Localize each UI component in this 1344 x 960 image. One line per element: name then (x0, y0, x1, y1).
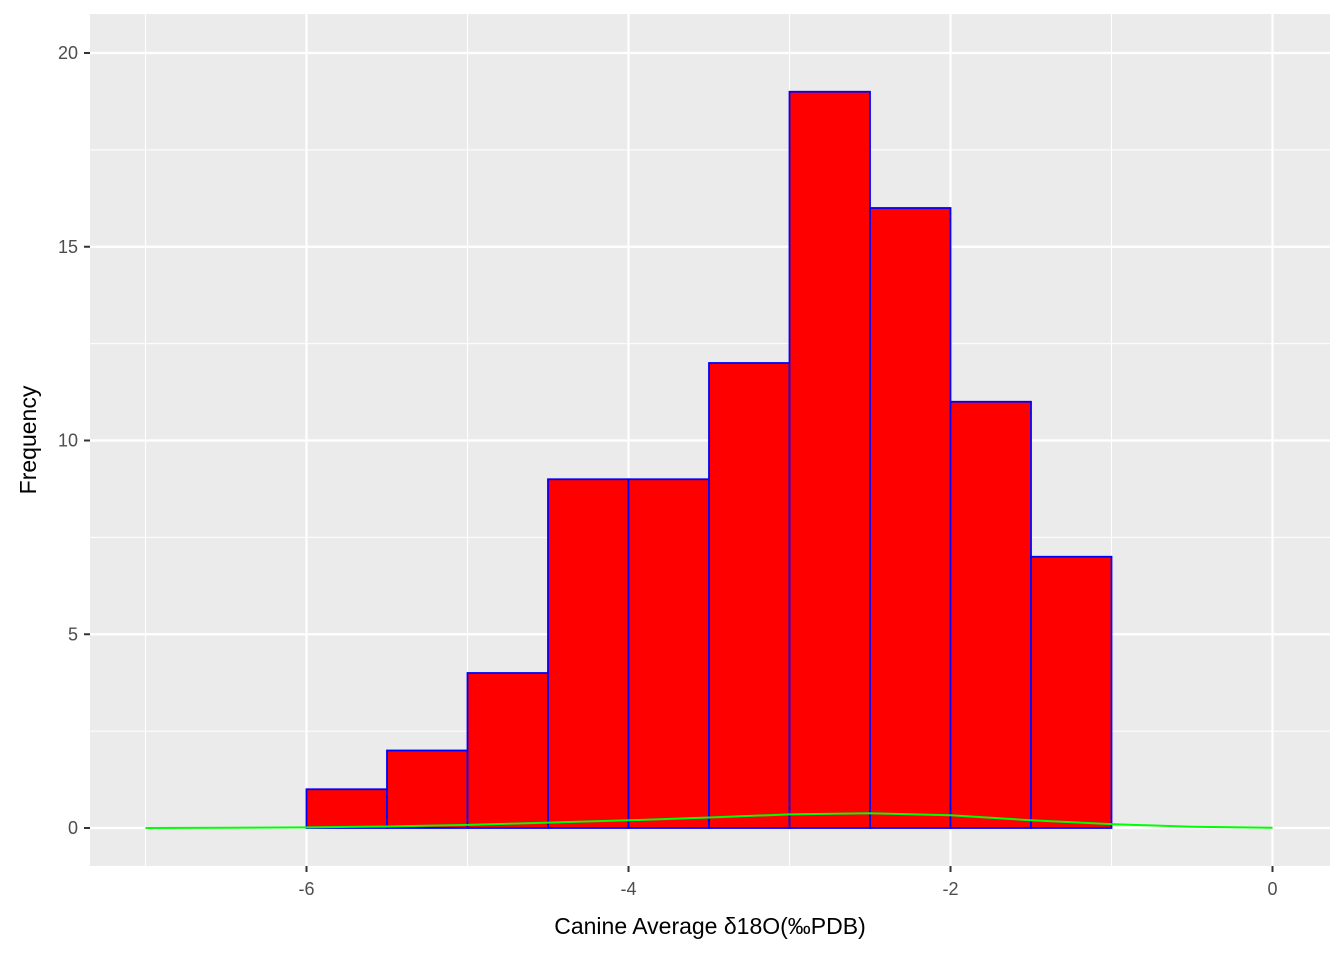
x-axis-ticks: -6 -4 -2 0 (298, 866, 1278, 899)
y-tick-label: 15 (58, 237, 78, 257)
histogram-bar (466, 672, 549, 829)
y-axis-title: Frequency (15, 385, 41, 494)
histogram-bars (305, 90, 1113, 829)
x-tick-label: -4 (620, 879, 636, 899)
histogram-bar (788, 90, 871, 829)
y-tick-label: 20 (58, 43, 78, 63)
histogram-bar (547, 478, 630, 829)
histogram-bar (386, 749, 469, 829)
density-curve (145, 812, 1273, 829)
y-tick-label: 10 (58, 431, 78, 451)
histogram-bar (708, 362, 791, 829)
y-tick-label: 0 (68, 818, 78, 838)
histogram-bar (627, 478, 710, 829)
histogram-bar (1030, 555, 1113, 829)
x-tick-label: -2 (942, 879, 958, 899)
histogram-bar (949, 400, 1032, 829)
histogram-bar (305, 788, 388, 829)
x-axis-title: Canine Average δ18O(‰PDB) (554, 913, 866, 939)
y-tick-label: 5 (68, 624, 78, 644)
x-tick-label: -6 (298, 879, 314, 899)
histogram-bar (869, 207, 952, 829)
x-tick-label: 0 (1267, 879, 1277, 899)
y-axis-ticks: 0 5 10 15 20 (58, 43, 90, 838)
density-line (145, 812, 1273, 829)
